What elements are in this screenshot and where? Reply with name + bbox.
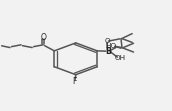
Text: B: B (105, 47, 111, 56)
Text: O: O (104, 38, 110, 44)
Text: F: F (73, 77, 77, 86)
Text: HO: HO (105, 43, 116, 49)
Text: OH: OH (115, 55, 126, 61)
Text: O: O (40, 33, 46, 42)
